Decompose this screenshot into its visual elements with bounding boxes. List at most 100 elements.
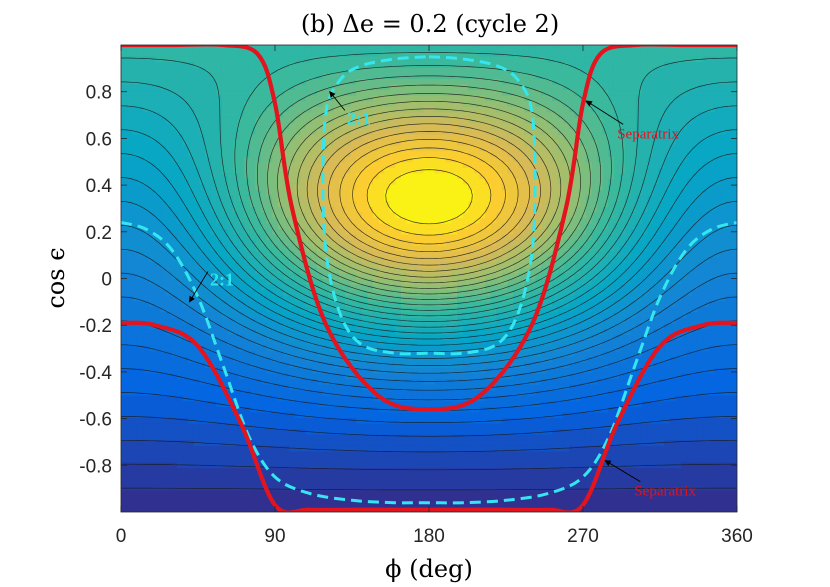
- contour-cell: [485, 428, 492, 435]
- contour-cell: [177, 367, 184, 374]
- contour-cell: [552, 461, 559, 469]
- contour-cell: [300, 400, 307, 407]
- contour-cell: [356, 484, 363, 491]
- contour-cell: [356, 256, 363, 263]
- contour-cell: [233, 417, 240, 424]
- contour-cell: [126, 322, 133, 330]
- contour-cell: [619, 378, 626, 385]
- contour-cell: [261, 384, 268, 391]
- contour-cell: [557, 389, 564, 396]
- contour-cell: [378, 334, 385, 341]
- contour-cell: [625, 350, 632, 357]
- contour-cell: [121, 445, 128, 452]
- contour-cell: [160, 311, 167, 319]
- contour-cell: [233, 467, 240, 474]
- contour-cell: [154, 395, 161, 402]
- contour-cell: [132, 478, 139, 485]
- contour-cell: [479, 334, 486, 341]
- contour-cell: [311, 278, 318, 285]
- contour-cell: [585, 478, 592, 485]
- contour-cell: [165, 478, 172, 485]
- contour-cell: [132, 284, 139, 291]
- contour-cell: [249, 389, 256, 396]
- contour-cell: [216, 450, 223, 458]
- contour-cell: [613, 450, 620, 458]
- contour-cell: [630, 417, 637, 424]
- contour-cell: [434, 400, 441, 407]
- contour-cell: [653, 378, 660, 385]
- contour-cell: [557, 378, 564, 385]
- contour-cell: [686, 367, 693, 374]
- contour-cell: [725, 428, 732, 435]
- contour-cell: [630, 328, 637, 335]
- contour-cell: [199, 400, 206, 407]
- contour-cell: [255, 445, 262, 452]
- contour-cell: [182, 423, 189, 430]
- contour-cell: [524, 417, 531, 424]
- chart-title: (b) Δe = 0.2 (cycle 2): [301, 10, 559, 38]
- contour-cell: [221, 350, 228, 357]
- contour-cell: [149, 356, 156, 363]
- contour-cell: [261, 489, 268, 496]
- contour-cell: [585, 506, 592, 512]
- contour-cell: [513, 334, 520, 341]
- contour-cell: [479, 417, 486, 424]
- contour-cell: [126, 289, 133, 296]
- contour-cell: [294, 473, 301, 480]
- contour-cell: [305, 295, 312, 302]
- contour-cell: [557, 400, 564, 407]
- contour-cell: [709, 423, 716, 430]
- contour-cell: [149, 450, 156, 458]
- contour-cell: [389, 373, 396, 380]
- contour-cell: [406, 417, 413, 424]
- contour-cell: [121, 256, 128, 263]
- contour-cell: [541, 461, 548, 469]
- contour-cell: [132, 439, 139, 446]
- contour-cell: [205, 350, 212, 357]
- contour-cell: [126, 300, 133, 307]
- contour-cell: [490, 400, 497, 407]
- contour-cell: [417, 311, 424, 319]
- contour-cell: [529, 306, 536, 313]
- contour-cell: [429, 311, 436, 319]
- contour-cell: [451, 461, 458, 469]
- contour-cell: [389, 456, 396, 463]
- contour-cell: [373, 334, 380, 341]
- contour-cell: [569, 389, 576, 396]
- contour-cell: [289, 467, 296, 474]
- contour-cell: [361, 473, 368, 480]
- contour-cell: [121, 339, 128, 346]
- contour-cell: [630, 284, 637, 291]
- contour-cell: [300, 411, 307, 419]
- contour-cell: [692, 345, 699, 352]
- contour-cell: [501, 356, 508, 363]
- contour-cell: [406, 345, 413, 352]
- contour-cell: [188, 350, 195, 357]
- contour-cell: [277, 495, 284, 502]
- contour-cell: [462, 484, 469, 491]
- contour-cell: [227, 484, 234, 491]
- contour-cell: [585, 295, 592, 302]
- contour-cell: [367, 267, 374, 274]
- contour-cell: [725, 439, 732, 446]
- contour-cell: [305, 395, 312, 402]
- contour-cell: [485, 328, 492, 335]
- contour-cell: [244, 445, 251, 452]
- contour-cell: [317, 367, 324, 374]
- contour-cell: [597, 395, 604, 402]
- contour-cell: [378, 439, 385, 446]
- contour-cell: [333, 473, 340, 480]
- contour-cell: [412, 295, 419, 302]
- contour-cell: [546, 289, 553, 296]
- contour-cell: [664, 361, 671, 369]
- contour-cell: [501, 272, 508, 280]
- contour-cell: [149, 445, 156, 452]
- contour-cell: [171, 506, 178, 512]
- contour-cell: [216, 500, 223, 508]
- contour-cell: [681, 356, 688, 363]
- contour-cell: [255, 267, 262, 274]
- contour-cell: [714, 400, 721, 407]
- contour-cell: [686, 417, 693, 424]
- contour-cell: [725, 306, 732, 313]
- contour-cell: [725, 434, 732, 441]
